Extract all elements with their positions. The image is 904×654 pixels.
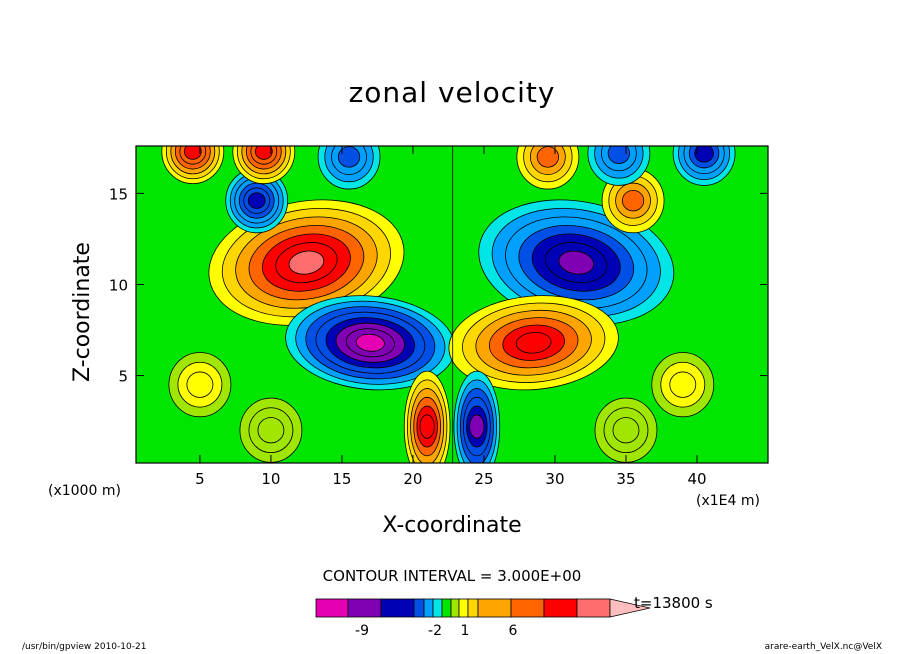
contour-level xyxy=(288,250,325,275)
contour-feature xyxy=(232,146,296,185)
footer-right: arare-earth_VelX.nc@VelX xyxy=(764,642,882,652)
y-axis-label: Z-coordinate xyxy=(70,242,95,382)
contour-level xyxy=(558,250,595,275)
x-scale-label: (x1E4 m) xyxy=(696,493,760,509)
contour-level xyxy=(186,371,214,398)
colorbar-tick-label: -2 xyxy=(428,623,442,639)
x-unit-label: (x1000 m) xyxy=(48,483,121,499)
contour-level xyxy=(247,192,266,209)
colorbar-swatch xyxy=(458,598,469,618)
colorbar-swatch xyxy=(423,598,434,618)
contour-level xyxy=(337,146,361,168)
contour-level xyxy=(257,417,285,444)
contour-feature xyxy=(651,352,715,418)
colorbar-arrow xyxy=(609,598,651,618)
colorbar-swatch xyxy=(576,598,611,618)
contour-level xyxy=(694,146,714,163)
contour-feature xyxy=(594,397,658,463)
colorbar-tick-label: 6 xyxy=(509,623,518,639)
contour-feature xyxy=(403,370,451,463)
x-tick-label: 25 xyxy=(474,470,493,488)
velocity-field xyxy=(136,146,768,463)
contour-level xyxy=(515,331,552,354)
contour-level xyxy=(469,414,485,439)
contour-level xyxy=(254,146,273,160)
contour-feature xyxy=(587,146,651,186)
contour-feature xyxy=(285,295,456,391)
contour-feature xyxy=(168,352,232,418)
contour-level xyxy=(607,146,631,164)
contour-level xyxy=(669,371,697,398)
colorbar-tick-label: 1 xyxy=(461,623,470,639)
contour-feature xyxy=(239,397,303,463)
colorbar-swatch xyxy=(347,598,382,618)
colorbar-swatch xyxy=(380,598,415,618)
x-tick-label: 20 xyxy=(403,470,422,488)
colorbar-swatch xyxy=(441,598,452,618)
colorbar-swatch xyxy=(315,598,349,618)
colorbar-swatch xyxy=(413,598,425,618)
contour-feature xyxy=(453,370,501,463)
contour-level xyxy=(536,146,560,168)
y-tick-label: 10 xyxy=(109,276,128,294)
colorbar-swatch xyxy=(510,598,545,618)
x-tick-label: 15 xyxy=(332,470,351,488)
x-tick-label: 10 xyxy=(261,470,280,488)
time-label: t=13800 s xyxy=(634,594,713,612)
x-axis: 5 10 15 20 25 30 35 40 xyxy=(195,146,707,488)
x-tick-label: 5 xyxy=(195,470,205,488)
contour-feature xyxy=(448,295,619,391)
chart-title: zonal velocity xyxy=(348,76,556,109)
contour-level xyxy=(612,417,640,444)
contour-feature xyxy=(225,168,289,234)
colorbar-swatch xyxy=(477,598,512,618)
contour-feature xyxy=(601,168,665,234)
y-tick-label: 15 xyxy=(109,185,128,203)
contour-interval-label: CONTOUR INTERVAL = 3.000E+00 xyxy=(322,567,582,585)
colorbar-swatch xyxy=(432,598,443,618)
colorbar-swatch xyxy=(467,598,479,618)
contour-feature xyxy=(317,146,381,190)
x-axis-label: X-coordinate xyxy=(382,513,522,538)
contour-level xyxy=(621,189,645,212)
x-tick-label: 35 xyxy=(616,470,635,488)
contour-feature xyxy=(672,146,736,186)
x-tick-label: 30 xyxy=(545,470,564,488)
colorbar-tick-label: -9 xyxy=(355,623,369,639)
contour-feature xyxy=(516,146,580,190)
contour-level xyxy=(183,146,202,160)
contour-level xyxy=(419,414,435,439)
contour-feature xyxy=(208,199,405,326)
contour-level xyxy=(355,333,385,352)
contour-feature xyxy=(161,146,225,185)
colorbar-swatch xyxy=(543,598,578,618)
plot-frame xyxy=(135,145,769,464)
colorbar-swatch xyxy=(450,598,460,618)
y-tick-label: 5 xyxy=(118,368,128,386)
footer-left: /usr/bin/gpview 2010-10-21 xyxy=(22,642,147,652)
x-tick-label: 40 xyxy=(687,470,706,488)
colorbar: -9 -2 1 6 xyxy=(315,598,651,639)
y-axis: 5 10 15 xyxy=(109,185,768,386)
